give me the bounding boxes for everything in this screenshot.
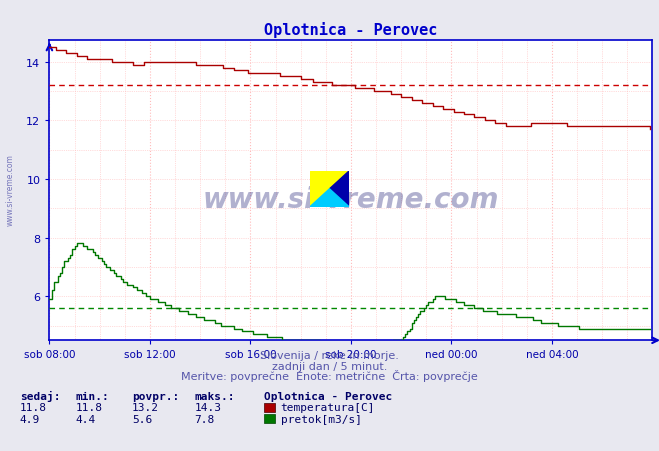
Text: Meritve: povprečne  Enote: metrične  Črta: povprečje: Meritve: povprečne Enote: metrične Črta:… (181, 369, 478, 381)
Text: 4.9: 4.9 (20, 414, 40, 423)
Text: Slovenija / reke in morje.: Slovenija / reke in morje. (260, 350, 399, 360)
Text: temperatura[C]: temperatura[C] (281, 402, 375, 412)
Text: 13.2: 13.2 (132, 402, 159, 412)
Text: Oplotnica - Perovec: Oplotnica - Perovec (264, 391, 392, 401)
Title: Oplotnica - Perovec: Oplotnica - Perovec (264, 22, 438, 38)
Text: 5.6: 5.6 (132, 414, 152, 423)
Text: min.:: min.: (76, 391, 109, 401)
Text: 11.8: 11.8 (20, 402, 47, 412)
Text: pretok[m3/s]: pretok[m3/s] (281, 414, 362, 423)
Polygon shape (310, 171, 349, 207)
Text: maks.:: maks.: (194, 391, 235, 401)
Text: 4.4: 4.4 (76, 414, 96, 423)
Text: povpr.:: povpr.: (132, 391, 179, 401)
Text: www.si-vreme.com: www.si-vreme.com (203, 185, 499, 213)
Polygon shape (310, 189, 349, 207)
Text: 11.8: 11.8 (76, 402, 103, 412)
Text: www.si-vreme.com: www.si-vreme.com (5, 153, 14, 226)
Text: zadnji dan / 5 minut.: zadnji dan / 5 minut. (272, 361, 387, 371)
Text: 7.8: 7.8 (194, 414, 215, 423)
Text: sedaj:: sedaj: (20, 390, 60, 401)
Polygon shape (330, 171, 349, 207)
Text: 14.3: 14.3 (194, 402, 221, 412)
Polygon shape (310, 171, 349, 207)
